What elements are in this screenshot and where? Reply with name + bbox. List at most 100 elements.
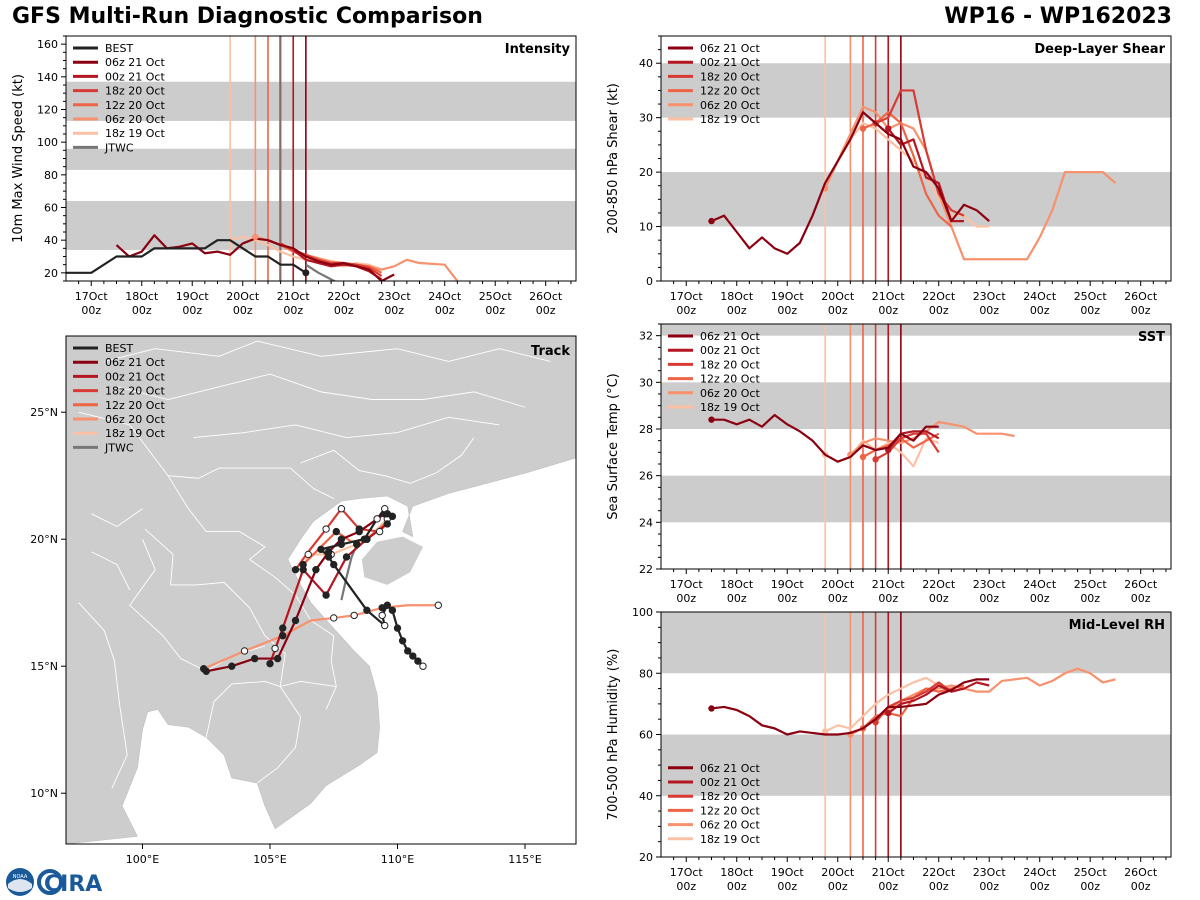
- x-tick-hour: 00z: [384, 304, 404, 317]
- panel-title: Deep-Layer Shear: [1034, 42, 1165, 57]
- series-init-point: [859, 453, 867, 461]
- border-line: [205, 680, 281, 738]
- legend-label: 06z 20 Oct: [105, 413, 165, 426]
- series-line: [711, 413, 939, 463]
- y-tick-label: 60: [44, 202, 58, 215]
- noaa-text: NOAA: [13, 874, 28, 880]
- track-point: [332, 527, 340, 536]
- border-line: [91, 508, 143, 528]
- x-tick-hour: 00z: [1131, 592, 1151, 605]
- track-point: [279, 624, 287, 632]
- y-axis-label: Sea Surface Temp (°C): [606, 373, 621, 520]
- track-point: [388, 606, 397, 615]
- series-init-point: [872, 456, 879, 463]
- x-tick-hour: 00z: [979, 592, 999, 605]
- plot-area: [661, 612, 1171, 857]
- track-point: [317, 545, 325, 554]
- track-point: [383, 520, 391, 528]
- x-tick-day: 24Oct: [1023, 290, 1057, 303]
- x-tick-day: 17Oct: [670, 866, 704, 879]
- x-tick-day: 25Oct: [1074, 578, 1108, 591]
- series-line: [824, 676, 952, 733]
- legend-label: 06z 21 Oct: [700, 330, 760, 343]
- legend-label: 06z 21 Oct: [105, 56, 165, 69]
- x-tick-hour: 00z: [1131, 304, 1151, 317]
- border-line: [78, 602, 128, 789]
- track-point: [279, 632, 287, 640]
- x-tick-hour: 00z: [81, 304, 101, 317]
- track-point: [304, 550, 312, 559]
- x-tick-hour: 00z: [878, 592, 898, 605]
- series-line: [292, 249, 383, 281]
- y-axis-label: 200-850 hPa Shear (kt): [606, 83, 621, 234]
- plot-area: [66, 36, 576, 281]
- track-panel: 100°E 105°E 110°E 115°E 10°N 15°N 20°N 25°N Trac…: [30, 335, 577, 866]
- x-tick-hour: 00z: [334, 304, 354, 317]
- legend-label: BEST: [105, 42, 133, 55]
- y-tick-label: 20: [639, 166, 653, 179]
- track-point: [383, 601, 391, 609]
- y-tick-label: 20: [44, 267, 58, 280]
- x-tick-day: 20Oct: [226, 290, 260, 303]
- page-title: GFS Multi-Run Diagnostic Comparison: [12, 4, 483, 29]
- border-line: [144, 528, 337, 688]
- legend-label: 00z 21 Oct: [700, 344, 760, 357]
- y-tick-label: 40: [639, 790, 653, 803]
- x-tick-hour: 00z: [1131, 880, 1151, 893]
- series-init-point: [708, 217, 715, 225]
- map-frame: [65, 335, 577, 845]
- track-point: [342, 553, 351, 561]
- x-tick-day: 22Oct: [922, 866, 956, 879]
- track-point: [409, 652, 417, 660]
- x-tick-day: 17Oct: [670, 578, 704, 591]
- series-line: [711, 678, 990, 736]
- x-tick-hour: 00z: [1080, 592, 1100, 605]
- legend-label: 00z 21 Oct: [700, 776, 760, 789]
- legend-label: BEST: [105, 342, 133, 355]
- x-tick-hour: 00z: [777, 592, 797, 605]
- intensity-panel: 2040608010012014016017Oct00z18Oct00z19Oc…: [11, 35, 577, 317]
- hainan-island: [361, 536, 423, 585]
- track-point: [393, 624, 402, 632]
- y-axis-label: 700-500 hPa Humidity (%): [606, 649, 621, 821]
- legend-label: 18z 20 Oct: [700, 70, 760, 83]
- x-tick-hour: 00z: [233, 304, 253, 317]
- shear-panel: 01020304017Oct00z18Oct00z19Oct00z20Oct00…: [606, 35, 1172, 317]
- legend-label: 18z 19 Oct: [700, 401, 760, 414]
- track-point: [353, 540, 361, 548]
- x-tick-hour: 00z: [727, 880, 747, 893]
- cira-logo: NOAA CIRA: [6, 868, 102, 897]
- plot-frame: [660, 323, 1172, 570]
- x-tick-hour: 00z: [929, 592, 949, 605]
- x-tick-hour: 00z: [878, 880, 898, 893]
- y-tick-label: 160: [37, 38, 58, 51]
- noaa-wave-icon: [8, 879, 32, 892]
- x-tick-day: 20Oct: [821, 866, 855, 879]
- legend-label: 12z 20 Oct: [105, 399, 165, 412]
- track-point: [240, 647, 249, 655]
- border-line: [256, 686, 302, 784]
- legend-label: 18z 20 Oct: [700, 358, 760, 371]
- border-line: [116, 373, 526, 408]
- x-tick-day: 24Oct: [428, 290, 462, 303]
- x-tick-day: 21Oct: [277, 290, 311, 303]
- legend-label: 18z 19 Oct: [105, 427, 165, 440]
- y-axis-label: 10m Max Wind Speed (kt): [11, 74, 26, 243]
- x-tick-day: 17Oct: [75, 290, 109, 303]
- x-tick-day: 24Oct: [1023, 866, 1057, 879]
- cira-text: CIRA: [44, 872, 102, 897]
- y-tick-label: 32: [639, 330, 653, 343]
- series-line: [305, 263, 337, 281]
- border-line: [91, 551, 131, 591]
- legend-label: 18z 20 Oct: [105, 85, 165, 98]
- threshold-band: [66, 81, 576, 121]
- legend-label: 12z 20 Oct: [105, 99, 165, 112]
- track-point: [273, 654, 282, 663]
- lon-tick-label: 100°E: [126, 853, 159, 866]
- track-point: [404, 647, 412, 655]
- x-tick-day: 18Oct: [720, 290, 754, 303]
- panel-title: Mid-Level RH: [1069, 618, 1165, 633]
- x-tick-hour: 00z: [536, 304, 556, 317]
- track-point: [378, 611, 386, 620]
